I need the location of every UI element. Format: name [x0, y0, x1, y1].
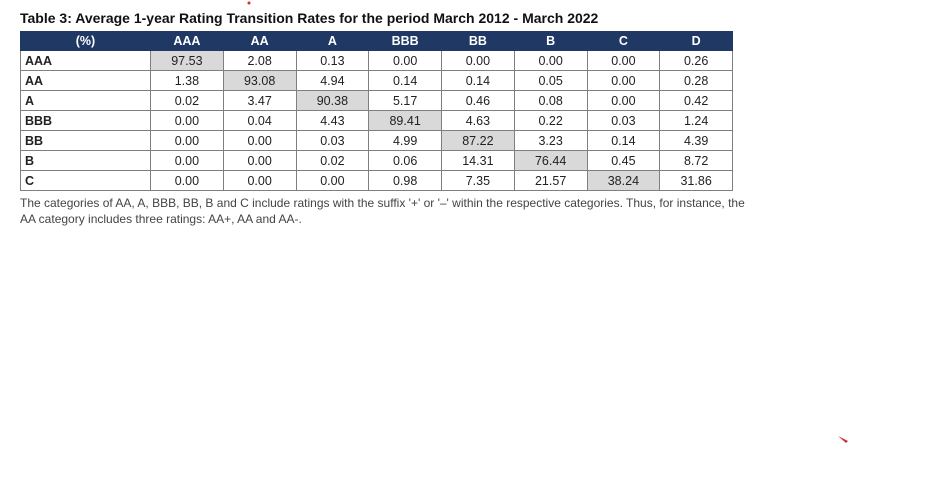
table-cell: 0.00	[150, 170, 224, 191]
table-row: AA 1.38 93.08 4.94 0.14 0.14 0.05 0.00 0.28	[20, 70, 733, 91]
table-body: AAA 97.53 2.08 0.13 0.00 0.00 0.00 0.00 0.26 AA 1.…	[20, 50, 733, 191]
table-row: C 0.00 0.00 0.00 0.98 7.35 21.57 38.24 31.86	[20, 170, 733, 191]
table-cell: 0.22	[513, 110, 588, 131]
header-cell: D	[659, 31, 733, 51]
table-cell: 89.41	[368, 110, 442, 131]
table-cell: 0.14	[586, 130, 661, 151]
table-cell: 0.00	[222, 170, 297, 191]
row-label: AAA	[20, 50, 151, 71]
table-cell: 0.02	[295, 150, 370, 171]
table-row: BBB 0.00 0.04 4.43 89.41 4.63 0.22 0.03 1.24	[20, 110, 733, 131]
table-cell: 14.31	[441, 150, 515, 171]
table-row: B 0.00 0.00 0.02 0.06 14.31 76.44 0.45 8.72	[20, 150, 733, 171]
table-cell: 0.00	[586, 50, 661, 71]
table-cell: 8.72	[659, 150, 733, 171]
row-label: BB	[20, 130, 151, 151]
table-cell: 4.43	[295, 110, 370, 131]
table-cell: 0.28	[659, 70, 733, 91]
table-cell: 93.08	[222, 70, 297, 91]
table-cell: 0.00	[441, 50, 515, 71]
table-cell: 76.44	[513, 150, 588, 171]
table-cell: 0.00	[150, 110, 224, 131]
table-cell: 4.63	[441, 110, 515, 131]
table-cell: 0.00	[222, 130, 297, 151]
table-cell: 3.47	[222, 90, 297, 111]
table-cell: 87.22	[441, 130, 515, 151]
table-cell: 0.26	[659, 50, 733, 71]
table-title: Table 3: Average 1-year Rating Transitio…	[20, 10, 599, 26]
table-cell: 21.57	[513, 170, 588, 191]
table-cell: 1.24	[659, 110, 733, 131]
header-cell: A	[295, 31, 370, 51]
row-label: BBB	[20, 110, 151, 131]
table-row: A 0.02 3.47 90.38 5.17 0.46 0.08 0.00 0.42	[20, 90, 733, 111]
table-cell: 90.38	[295, 90, 370, 111]
table-cell: 0.46	[441, 90, 515, 111]
row-label: A	[20, 90, 151, 111]
table-cell: 0.13	[295, 50, 370, 71]
table-cell: 0.42	[659, 90, 733, 111]
table-cell: 0.03	[586, 110, 661, 131]
table-cell: 5.17	[368, 90, 442, 111]
table-cell: 31.86	[659, 170, 733, 191]
red-mark	[838, 436, 848, 443]
table-cell: 2.08	[222, 50, 297, 71]
header-cell: BB	[441, 31, 515, 51]
table-cell: 0.00	[368, 50, 442, 71]
header-cell: BBB	[368, 31, 442, 51]
header-cell: C	[586, 31, 661, 51]
header-cell: AA	[222, 31, 297, 51]
table-cell: 0.00	[513, 50, 588, 71]
red-dot	[247, 1, 251, 5]
table-cell: 0.05	[513, 70, 588, 91]
table-cell: 0.03	[295, 130, 370, 151]
table-cell: 0.00	[586, 90, 661, 111]
table-cell: 3.23	[513, 130, 588, 151]
header-row: (%) AAA AA A BBB BB B C D	[20, 31, 733, 51]
transition-table: (%) AAA AA A BBB BB B C D AAA 97.53 2.08 0.13 0.00 0.…	[20, 31, 733, 191]
table-cell: 4.94	[295, 70, 370, 91]
table-cell: 1.38	[150, 70, 224, 91]
row-label: C	[20, 170, 151, 191]
table-row: AAA 97.53 2.08 0.13 0.00 0.00 0.00 0.00 0.26	[20, 50, 733, 71]
table-cell: 97.53	[150, 50, 224, 71]
table-cell: 0.00	[586, 70, 661, 91]
table-cell: 4.39	[659, 130, 733, 151]
table-cell: 0.00	[150, 150, 224, 171]
footnote: The categories of AA, A, BBB, BB, B and …	[20, 196, 745, 226]
table-cell: 0.04	[222, 110, 297, 131]
table-cell: 0.14	[368, 70, 442, 91]
header-cell: AAA	[150, 31, 224, 51]
table-cell: 0.45	[586, 150, 661, 171]
table-cell: 0.00	[150, 130, 224, 151]
row-label: B	[20, 150, 151, 171]
table-cell: 0.02	[150, 90, 224, 111]
table-row: BB 0.00 0.00 0.03 4.99 87.22 3.23 0.14 4.39	[20, 130, 733, 151]
header-cell: B	[513, 31, 588, 51]
table-cell: 0.08	[513, 90, 588, 111]
table-cell: 0.14	[441, 70, 515, 91]
table-cell: 0.00	[295, 170, 370, 191]
table-cell: 0.00	[222, 150, 297, 171]
header-cell: (%)	[20, 31, 151, 51]
table-cell: 4.99	[368, 130, 442, 151]
table-cell: 38.24	[586, 170, 661, 191]
table-cell: 0.98	[368, 170, 442, 191]
row-label: AA	[20, 70, 151, 91]
table-cell: 0.06	[368, 150, 442, 171]
table-cell: 7.35	[441, 170, 515, 191]
